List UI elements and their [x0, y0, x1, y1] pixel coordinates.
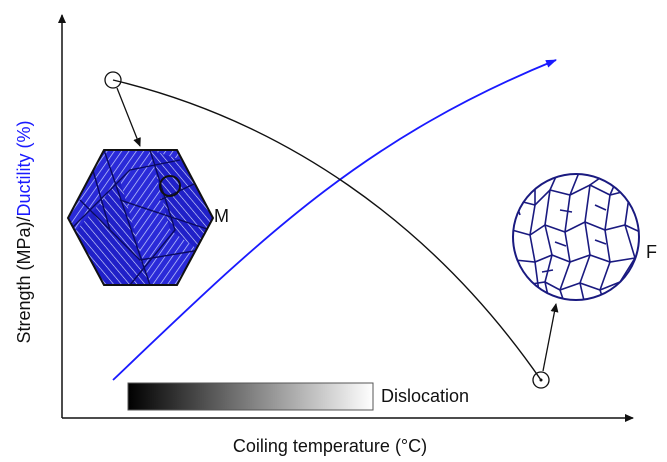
y-label-ductility: Ductility (%)	[14, 120, 34, 216]
martensite-label: M	[214, 206, 229, 226]
end-dot	[540, 379, 543, 382]
ferrite-label: F	[646, 242, 657, 262]
arrow	[117, 88, 140, 146]
y-axis-label: Strength (MPa)/Ductility (%)	[14, 120, 34, 343]
grain-boundary	[513, 174, 639, 300]
dislocation-label: Dislocation	[381, 386, 469, 406]
diagram: M F Dislocation Coiling temperature (°C)…	[0, 0, 667, 462]
martensite-structure	[60, 140, 220, 290]
dislocation-bar	[128, 383, 373, 410]
y-label-strength: Strength (MPa)/	[14, 216, 34, 343]
x-axis-label: Coiling temperature (°C)	[233, 436, 427, 456]
arrow	[543, 304, 556, 371]
ferrite-structure	[512, 170, 640, 305]
